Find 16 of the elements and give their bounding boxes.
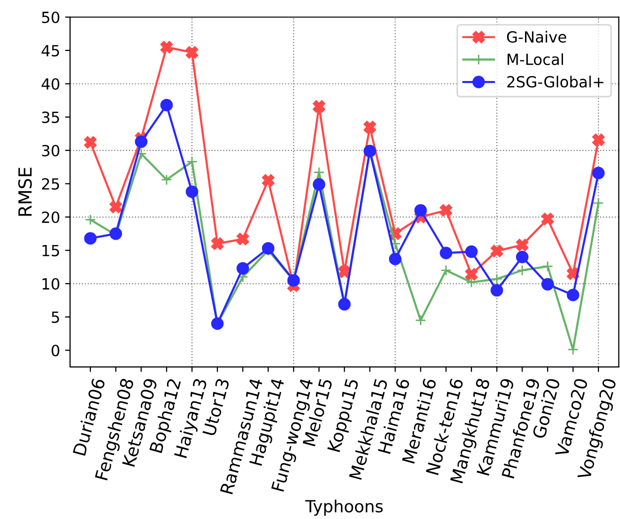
y-tick-label: 25	[42, 178, 60, 190]
legend-label: 2SG-Global+	[507, 76, 604, 88]
y-tick-label: 40	[42, 78, 60, 90]
y-tick-label: 20	[42, 211, 60, 224]
y-tick-label: 50	[42, 12, 60, 24]
y-axis-title: RMSE	[18, 168, 32, 216]
y-tick-label: 45	[42, 45, 60, 56]
y-tick-label: 5	[52, 312, 60, 323]
y-tick-label: 15	[42, 244, 60, 256]
legend-label: M-Local	[508, 53, 564, 66]
legend-label: G-Naive	[507, 30, 566, 43]
x-axis-title: Typhoons	[305, 500, 383, 516]
y-tick-label: 10	[42, 278, 60, 290]
y-tick-label: 0	[52, 344, 60, 356]
y-tick-label: 35	[42, 112, 60, 124]
y-tick-label: 30	[42, 144, 60, 156]
